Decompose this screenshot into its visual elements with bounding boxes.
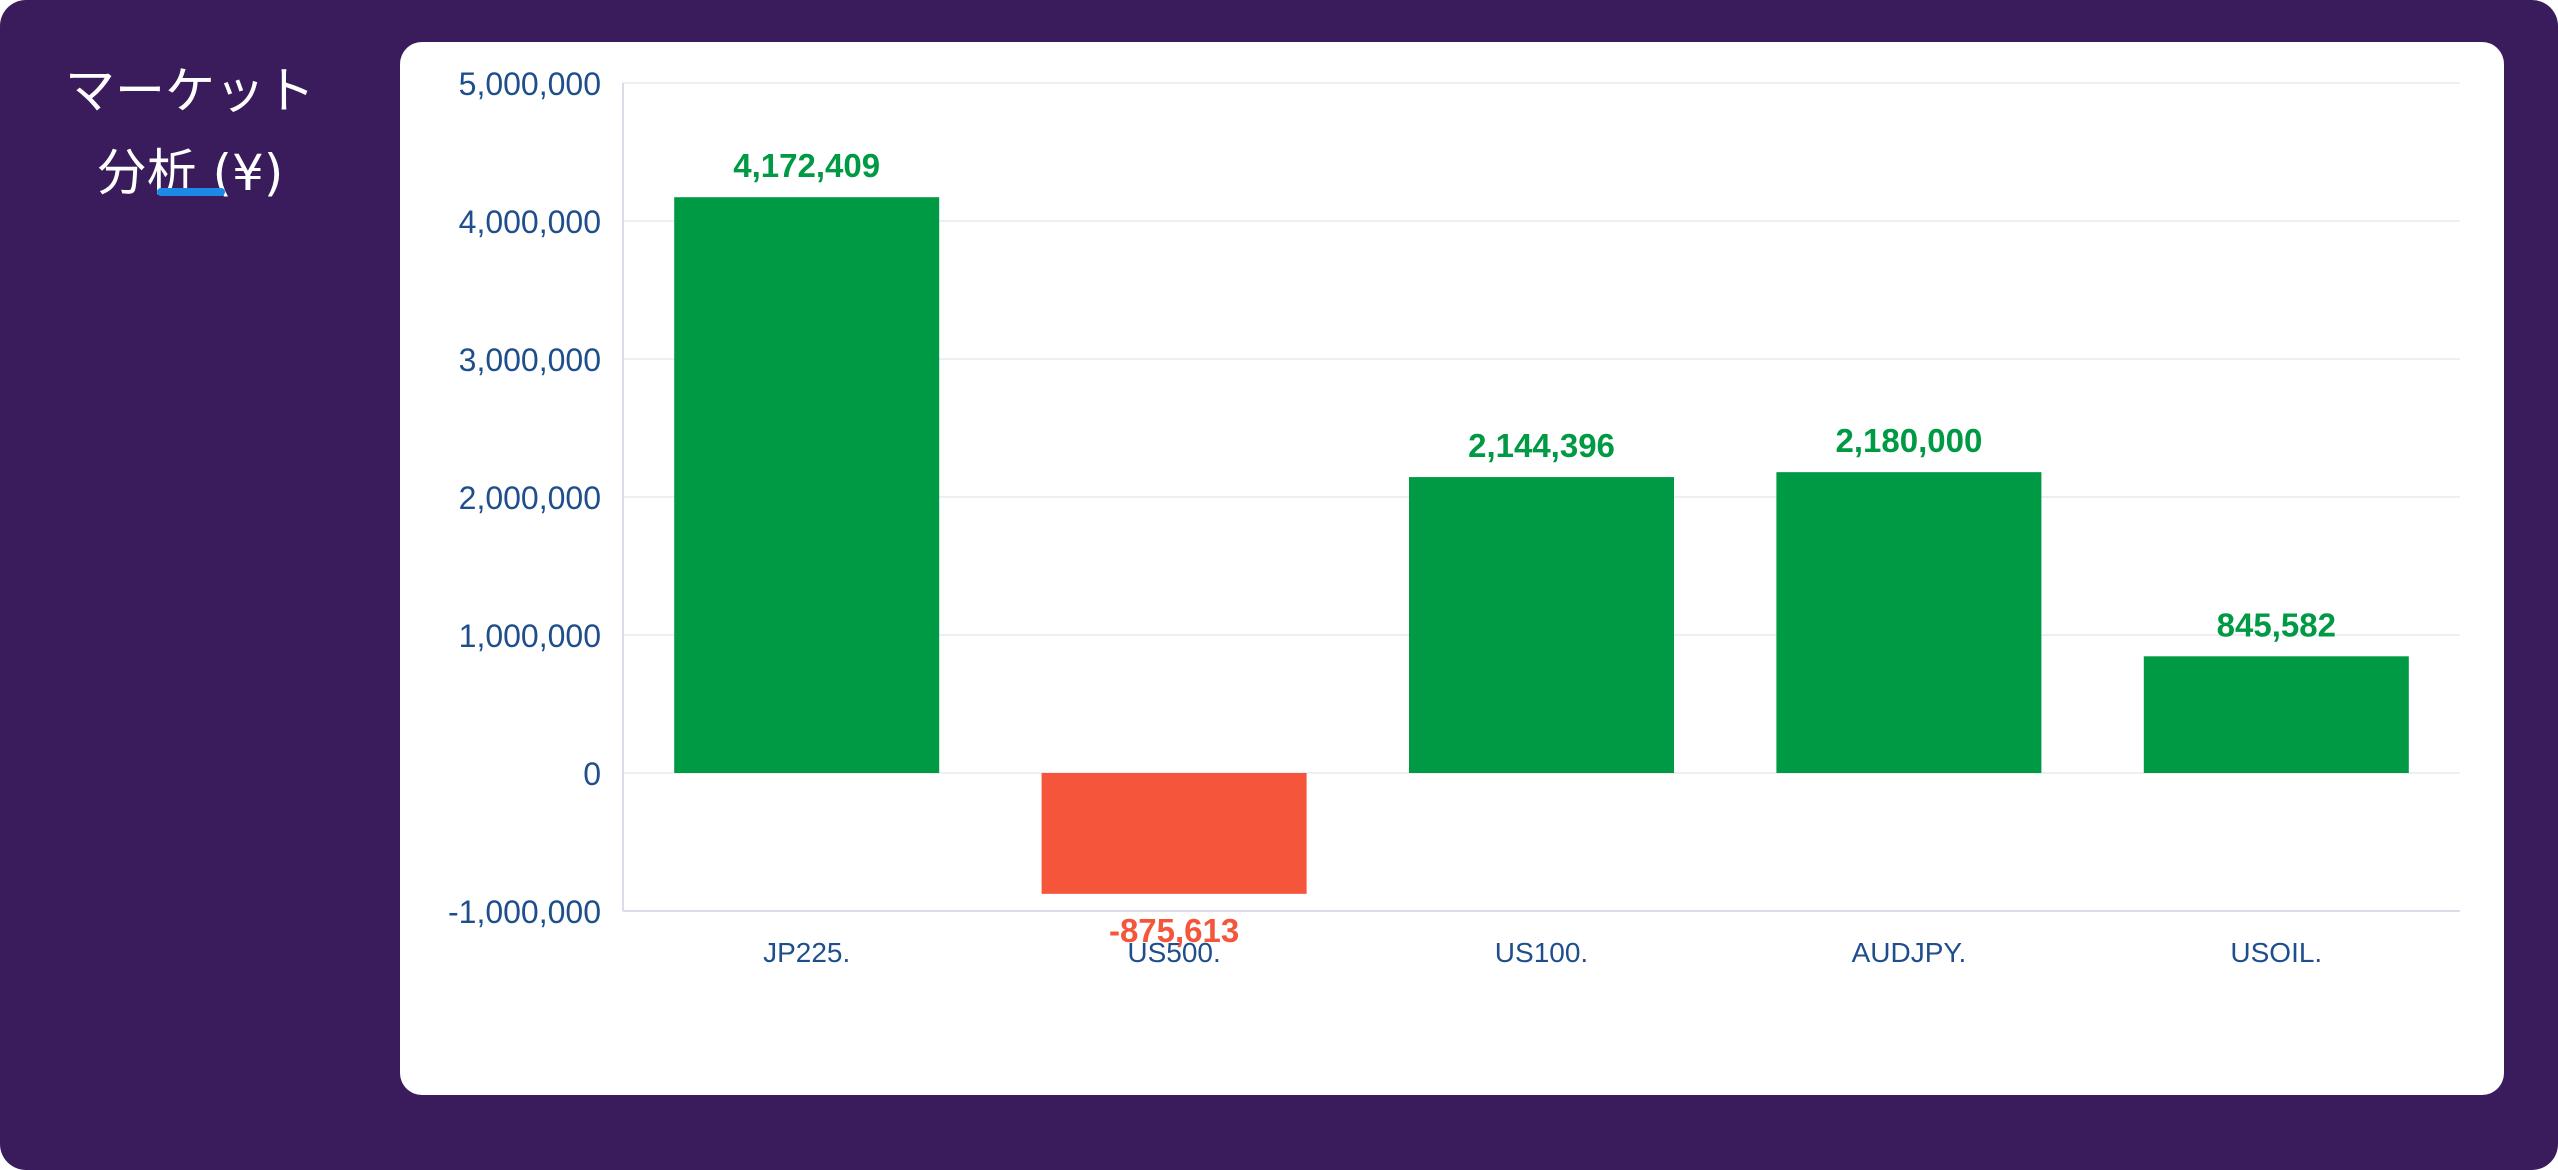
- y-tick-label: 3,000,000: [459, 342, 601, 378]
- y-tick-label: 5,000,000: [459, 66, 601, 102]
- y-tick-label: 4,000,000: [459, 204, 601, 240]
- value-label: 2,144,396: [1468, 427, 1615, 464]
- value-labels: 4,172,409 -875,613 2,144,396 2,180,000 845,5…: [733, 147, 2336, 949]
- y-tick-label: 2,000,000: [459, 480, 601, 516]
- y-tick-label: 0: [583, 756, 601, 792]
- bar-usoil[interactable]: [2143, 656, 2409, 773]
- value-label: 845,582: [2217, 606, 2336, 643]
- y-tick-label: 1,000,000: [459, 618, 601, 654]
- x-tick-label: JP225.: [763, 937, 850, 968]
- y-tick-label: -1,000,000: [448, 894, 601, 930]
- value-label: -875,613: [1109, 912, 1239, 949]
- bar-audjpy[interactable]: [1776, 472, 2042, 773]
- title-underline: [157, 188, 225, 196]
- bar-chart: -1,000,000 0 1,000,000 2,000,000 3,000,000 4,…: [448, 66, 2460, 968]
- x-tick-label: AUDJPY.: [1852, 937, 1967, 968]
- chart-card: -1,000,000 0 1,000,000 2,000,000 3,000,000 4,…: [400, 42, 2504, 1095]
- value-label: 2,180,000: [1835, 422, 1982, 459]
- x-tick-label: US100.: [1495, 937, 1588, 968]
- bar-us500[interactable]: [1041, 773, 1307, 894]
- x-tick-label: USOIL.: [2230, 937, 2322, 968]
- bar-us100[interactable]: [1409, 477, 1674, 773]
- bar-jp225[interactable]: [674, 197, 940, 773]
- x-tick-label: US500.: [1127, 937, 1220, 968]
- y-tick-labels: -1,000,000 0 1,000,000 2,000,000 3,000,000 4,…: [448, 66, 601, 930]
- axes: [622, 83, 2460, 912]
- sidebar-title: マーケット 分析 (¥): [65, 62, 315, 202]
- x-tick-labels: JP225. US500. US100. AUDJPY. USOIL.: [763, 937, 2322, 968]
- bars: [674, 197, 2409, 894]
- value-label: 4,172,409: [733, 147, 880, 184]
